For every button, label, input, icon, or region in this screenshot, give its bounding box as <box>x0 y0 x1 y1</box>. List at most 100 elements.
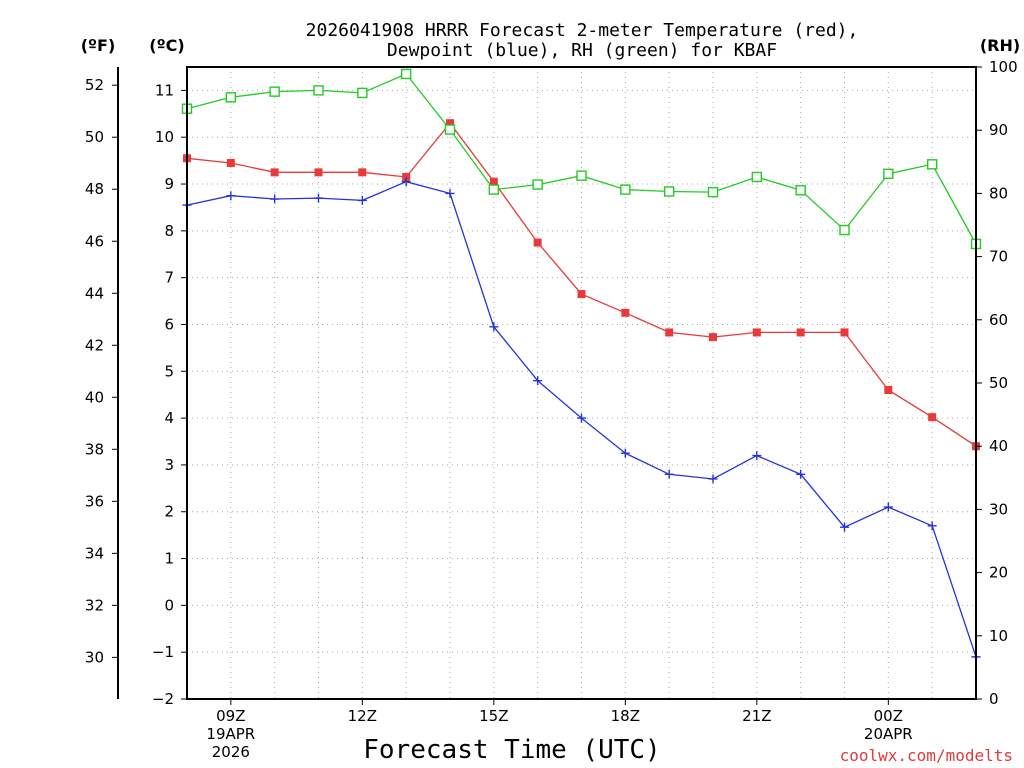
fahrenheit-axis-unit: (ºF) <box>81 36 116 55</box>
rh-point <box>357 87 368 99</box>
dewpoint-point <box>226 191 236 201</box>
rh-point <box>751 171 763 183</box>
fahrenheit-tick-label: 40 <box>85 388 104 406</box>
celsius-axis-unit: (ºC) <box>149 36 184 55</box>
dewpoint-point <box>883 502 893 512</box>
celsius-tick-label: 4 <box>164 409 174 427</box>
dewpoint-point <box>708 474 718 484</box>
rh-point <box>313 85 324 96</box>
x-tick-label: 19APR <box>206 725 255 743</box>
rh-point <box>488 184 500 195</box>
rh-tick-label: 100 <box>989 58 1018 76</box>
temperature-point <box>533 238 542 247</box>
x-tick-label: 12Z <box>348 707 377 725</box>
rh-point <box>839 224 850 236</box>
fahrenheit-tick-label: 48 <box>85 180 104 198</box>
dewpoint-point <box>796 469 806 479</box>
dewpoint-point <box>620 448 630 458</box>
rh-point <box>225 92 237 103</box>
fahrenheit-tick-label: 50 <box>85 128 104 146</box>
chart-title-line-1: 2026041908 HRRR Forecast 2-meter Tempera… <box>306 20 859 41</box>
rh-tick-label: 80 <box>989 184 1008 202</box>
credit-text: coolwx.com/modelts <box>840 746 1013 765</box>
celsius-tick-label: 6 <box>164 315 174 333</box>
x-tick-label: 09Z <box>216 707 245 725</box>
x-tick-label: 2026 <box>212 743 250 761</box>
dewpoint-point <box>489 322 499 332</box>
rh-tick-label: 20 <box>989 564 1008 582</box>
dewpoint-point <box>314 193 323 203</box>
celsius-tick-label: −1 <box>152 643 174 661</box>
dewpoint-point <box>577 413 586 423</box>
fahrenheit-tick-label: 36 <box>85 492 104 510</box>
temperature-point <box>577 290 586 299</box>
celsius-tick-label: 0 <box>164 596 174 614</box>
x-tick-label: 20APR <box>864 725 913 743</box>
temperature-point <box>621 308 630 317</box>
chart-title-line-2: Dewpoint (blue), RH (green) for KBAF <box>387 40 777 61</box>
rh-point <box>620 184 631 195</box>
dewpoint-point <box>401 177 411 187</box>
dewpoint-point <box>445 188 455 198</box>
temperature-point <box>840 328 849 337</box>
temperature-point <box>752 328 761 337</box>
temperature-point <box>796 328 805 337</box>
celsius-tick-label: 2 <box>164 503 174 521</box>
rh-point <box>532 179 543 190</box>
series-layer <box>181 68 982 662</box>
fahrenheit-tick-label: 52 <box>85 76 104 94</box>
rh-point <box>269 86 280 97</box>
temperature-point <box>402 173 411 182</box>
rh-tick-label: 50 <box>989 374 1008 392</box>
celsius-tick-label: 5 <box>164 362 174 380</box>
x-axis-title: Forecast Time (UTC) <box>363 735 660 765</box>
dewpoint-point <box>752 451 762 461</box>
plot-frame <box>186 66 977 700</box>
rh-point <box>883 168 894 180</box>
celsius-tick-label: −2 <box>152 690 174 708</box>
fahrenheit-tick-label: 44 <box>85 284 104 302</box>
celsius-tick-label: 8 <box>164 222 174 240</box>
rh-point <box>926 159 938 170</box>
x-tick-label: 21Z <box>742 707 771 725</box>
fahrenheit-tick-label: 46 <box>85 232 104 250</box>
rh-point <box>795 185 806 196</box>
rh-tick-label: 70 <box>989 248 1008 266</box>
rh-axis-unit: (RH) <box>980 36 1020 55</box>
rh-tick-label: 10 <box>989 627 1008 645</box>
celsius-tick-label: 7 <box>164 269 174 287</box>
dewpoint-point <box>664 469 674 479</box>
temperature-point <box>884 386 893 395</box>
rh-point <box>663 186 675 197</box>
rh-tick-label: 60 <box>989 311 1008 329</box>
dewpoint-point <box>840 522 849 532</box>
rh-tick-label: 0 <box>989 690 999 708</box>
rh-point <box>576 170 587 181</box>
celsius-tick-label: 1 <box>164 550 174 568</box>
fahrenheit-tick-label: 42 <box>85 336 104 354</box>
x-tick-label: 00Z <box>874 707 903 725</box>
celsius-tick-label: 10 <box>155 128 174 146</box>
fahrenheit-tick-label: 34 <box>85 544 104 562</box>
dewpoint-point <box>533 376 543 386</box>
fahrenheit-tick-label: 38 <box>85 440 104 458</box>
rh-point <box>707 186 719 198</box>
celsius-tick-label: 9 <box>164 175 174 193</box>
temperature-point <box>665 328 674 337</box>
rh-tick-label: 90 <box>989 121 1008 139</box>
celsius-tick-label: 11 <box>155 81 174 99</box>
rh-tick-label: 40 <box>989 437 1008 455</box>
temperature-point <box>314 168 323 177</box>
dewpoint-point <box>357 195 367 205</box>
temperature-point <box>446 119 454 128</box>
fahrenheit-tick-label: 30 <box>85 648 104 666</box>
temperature-point <box>358 168 367 177</box>
fahrenheit-tick-label: 32 <box>85 596 104 614</box>
rh-tick-label: 30 <box>989 500 1008 518</box>
temperature-point <box>489 177 498 186</box>
rh-point <box>444 124 456 135</box>
temperature-point <box>709 333 717 342</box>
dewpoint-point <box>927 521 937 531</box>
x-tick-label: 18Z <box>611 707 640 725</box>
